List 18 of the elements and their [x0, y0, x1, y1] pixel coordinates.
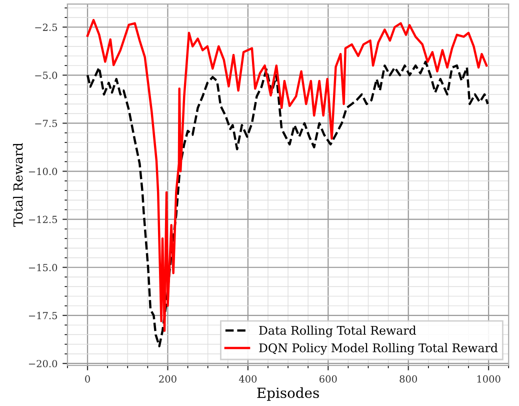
- x-tick-label: 0: [85, 375, 90, 383]
- y-tick-label: −12.5: [28, 216, 57, 224]
- x-axis-title: Episodes: [257, 387, 319, 401]
- legend-label: Data Rolling Total Reward: [259, 326, 416, 338]
- x-tick-label: 400: [238, 375, 257, 383]
- x-tick-label: 1000: [477, 375, 500, 383]
- y-tick-label: −20.0: [28, 360, 58, 368]
- y-tick-label: −10.0: [28, 168, 58, 176]
- x-tick-label: 600: [320, 375, 337, 383]
- y-tick-label: −17.5: [28, 312, 57, 320]
- y-tick-label: −5.0: [35, 72, 58, 80]
- x-tick-label: 200: [159, 375, 176, 383]
- y-tick-label: −15.0: [28, 264, 58, 272]
- y-tick-label: −7.5: [35, 120, 57, 128]
- y-tick-label: −2.5: [35, 24, 57, 31]
- x-tick-label: 800: [400, 375, 417, 383]
- y-axis-title: Total Reward: [13, 142, 23, 227]
- legend-label: DQN Policy Model Rolling Total Reward: [259, 343, 498, 355]
